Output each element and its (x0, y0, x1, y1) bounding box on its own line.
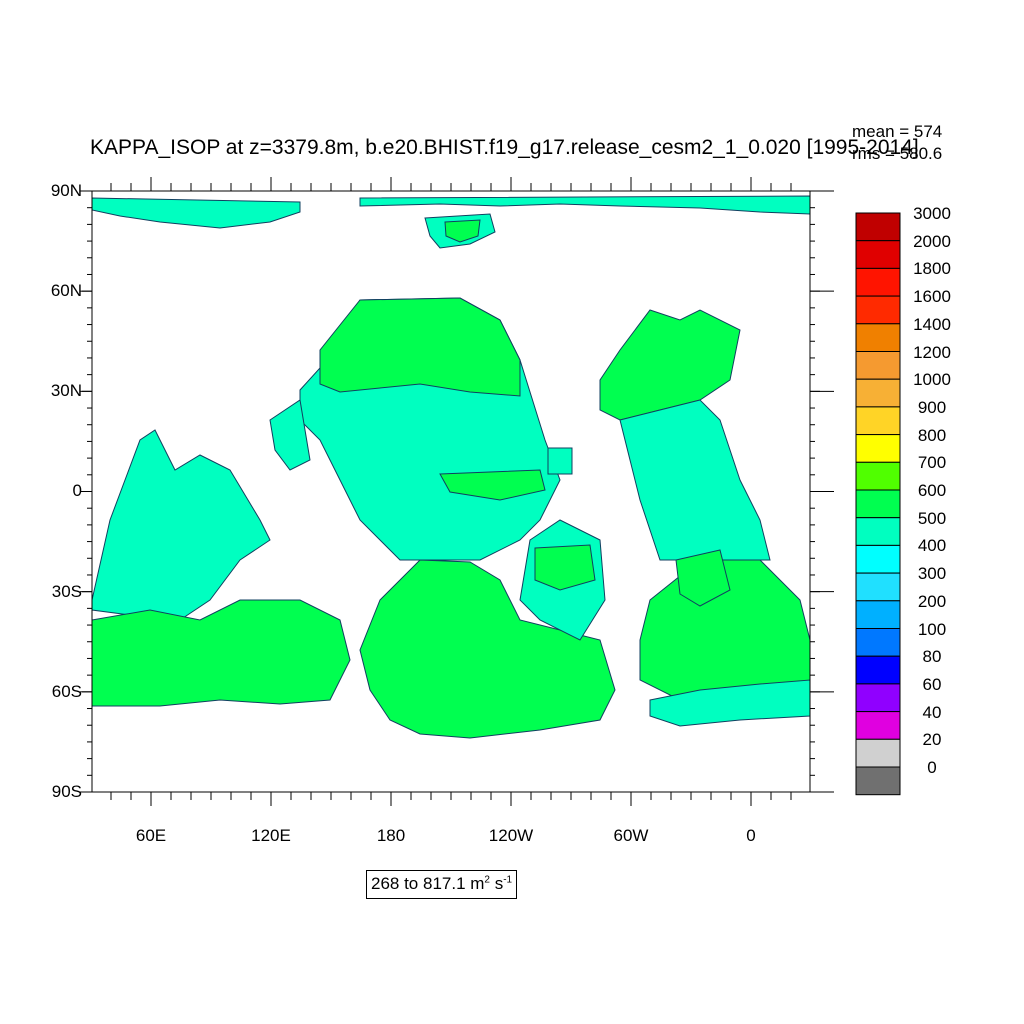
colorbar-box-2000 (855, 240, 901, 269)
southern-green-central (359, 559, 616, 739)
colorbar-box-20 (855, 738, 901, 768)
colorbar-box-1600 (855, 295, 901, 325)
lat-label-30s: 30S (51, 582, 82, 601)
lon-label-60e: 60E (135, 826, 167, 845)
colorbar (855, 212, 901, 796)
north-pacific-green (319, 297, 521, 397)
lon-label-120w: 120W (488, 826, 534, 845)
colorbar-box-1200 (855, 351, 901, 380)
colorbar-label-700: 700 (917, 453, 947, 473)
lat-label-30n: 30N (50, 381, 82, 400)
tropical-green-band (439, 469, 546, 501)
range-text: 268 to 817.1 m (371, 874, 485, 893)
range-unit-sup1: 2 (484, 874, 490, 886)
colorbar-label-1000: 1000 (913, 370, 951, 390)
south-atlantic-green (675, 549, 731, 607)
north-atlantic-green (599, 309, 741, 421)
colorbar-box-600 (855, 489, 901, 519)
colorbar-box-80 (855, 655, 901, 685)
mean-stat: mean = 574 (852, 122, 943, 141)
colorbar-box-100 (855, 628, 901, 657)
range-unit-sup2: -1 (503, 874, 513, 886)
lon-label-60w: 60W (613, 826, 649, 845)
arctic-island-green (444, 219, 481, 243)
lat-label-60n: 60N (50, 281, 82, 300)
colorbar-box-1000 (855, 378, 901, 408)
atlantic-cyan (619, 399, 771, 561)
colorbar-box-200 (855, 600, 901, 629)
colorbar-label-80: 80 (922, 647, 942, 667)
rms-stat: rms = 580.6 (852, 144, 943, 163)
lat-label-0: 0 (72, 481, 82, 500)
colorbar-box-60 (855, 683, 901, 713)
colorbar-box-300 (855, 572, 901, 602)
axis-ticks (80, 177, 834, 806)
colorbar-label-300: 300 (917, 564, 947, 584)
colorbar-label-60: 60 (922, 674, 942, 694)
field-regions (91, 195, 811, 739)
colorbar-box-1400 (855, 323, 901, 352)
colorbar-box-400 (855, 544, 901, 574)
colorbar-label-1600: 1600 (913, 287, 951, 307)
arctic-region-west (91, 197, 301, 229)
colorbar-box-800 (855, 434, 901, 463)
west-cyan-region-2 (269, 399, 311, 471)
range-box: 268 to 817.1 m2 s-1 (366, 870, 518, 899)
west-cyan-region (91, 429, 271, 621)
colorbar-label-400: 400 (917, 536, 947, 556)
colorbar-label-1800: 1800 (913, 259, 951, 279)
colorbar-box-1800 (855, 267, 901, 297)
lat-label-90s: 90S (51, 782, 82, 801)
colorbar-label-2000: 2000 (913, 231, 951, 251)
colorbar-label-600: 600 (917, 481, 947, 500)
colorbar-label-900: 900 (917, 397, 947, 417)
lat-label-90n: 90N (50, 181, 82, 200)
plot-title: KAPPA_ISOP at z=3379.8m, b.e20.BHIST.f19… (90, 136, 919, 159)
colorbar-box-700 (855, 461, 901, 491)
colorbar-label-0: 0 (927, 758, 937, 777)
colorbar-box-0 (855, 766, 901, 796)
colorbar-label-1200: 1200 (913, 342, 951, 362)
colorbar-label-3000: 3000 (913, 204, 951, 223)
colorbar-label-200: 200 (917, 591, 947, 611)
range-unit-mid: s (489, 874, 504, 893)
southern-green-west (91, 599, 351, 707)
colorbar-box-3000 (855, 212, 901, 242)
arctic-region-east (359, 195, 811, 215)
colorbar-label-500: 500 (917, 508, 947, 528)
lon-label-180: 180 (376, 826, 406, 845)
colorbar-label-20: 20 (922, 730, 942, 750)
colorbar-label-1400: 1400 (913, 314, 951, 334)
colorbar-box-900 (855, 406, 901, 436)
colorbar-label-40: 40 (922, 702, 942, 722)
south-indian-green (534, 544, 596, 591)
colorbar-box-500 (855, 517, 901, 546)
colorbar-box-40 (855, 711, 901, 740)
lon-label-0: 0 (746, 826, 756, 845)
lat-label-60s: 60S (51, 682, 82, 701)
lon-label-120e: 120E (251, 826, 291, 845)
small-island-cyan (547, 447, 573, 475)
colorbar-label-800: 800 (917, 425, 947, 445)
colorbar-label-100: 100 (917, 619, 947, 639)
